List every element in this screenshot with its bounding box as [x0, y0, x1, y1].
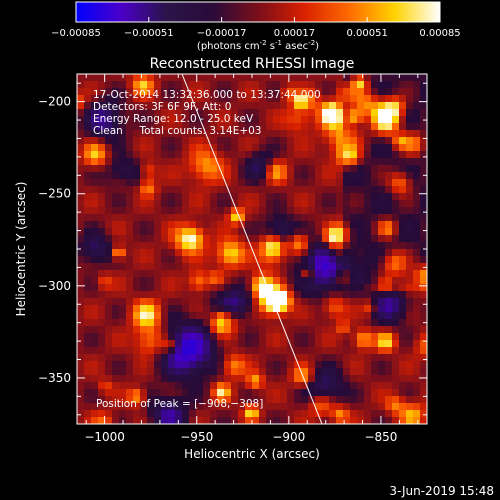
info-energy-range: Energy Range: 12.0 - 25.0 keV	[93, 113, 254, 125]
y-tick-label: −250	[38, 187, 71, 201]
colorbar	[75, 1, 441, 23]
solar-limb-line	[181, 74, 323, 424]
colorbar-tick-label: 0.00017	[274, 28, 315, 39]
colorbar-tick-label: −0.00017	[197, 28, 247, 39]
axis-ticks: −1000 −950 −900 −850 −200 −250 −300 −350	[38, 74, 427, 444]
x-tick-label: −950	[180, 430, 213, 444]
info-detectors: Detectors: 3F 6F 9F, Att: 0	[93, 101, 231, 113]
x-tick-label: −1000	[84, 430, 125, 444]
heatmap-image	[77, 74, 427, 424]
colorbar-ticks: −0.00085 −0.00051 −0.00017 0.00017 0.00051 0.…	[51, 17, 461, 39]
y-tick-label: −350	[38, 371, 71, 385]
colorbar-tick-label: 0.00051	[347, 28, 388, 39]
y-tick-label: −300	[38, 279, 71, 293]
peak-position-label: Position of Peak = [−908,−308]	[96, 398, 263, 410]
footer-date: 3-Jun-2019 15:48	[389, 484, 494, 498]
colorbar-tick-label: −0.00085	[51, 28, 101, 39]
colorbar-tick-label: 0.00085	[419, 28, 460, 39]
x-tick-label: −900	[272, 430, 305, 444]
observation-info: 17-Oct-2014 13:32:36.000 to 13:37:44.000…	[93, 89, 321, 137]
x-tick-label: −850	[364, 430, 397, 444]
info-clean-counts: Clean Total counts: 3.14E+03	[93, 125, 262, 137]
info-time-range: 17-Oct-2014 13:32:36.000 to 13:37:44.000	[93, 89, 321, 101]
colorbar-tick-label: −0.00051	[124, 28, 174, 39]
chart-title: Reconstructed RHESSI Image	[150, 56, 355, 72]
colorbar-unit-label: (photons cm-2 s-1 asec-2)	[197, 39, 319, 52]
y-axis-label: Heliocentric Y (arcsec)	[14, 182, 28, 317]
y-tick-label: −200	[38, 95, 71, 109]
x-axis-label: Heliocentric X (arcsec)	[184, 447, 320, 461]
